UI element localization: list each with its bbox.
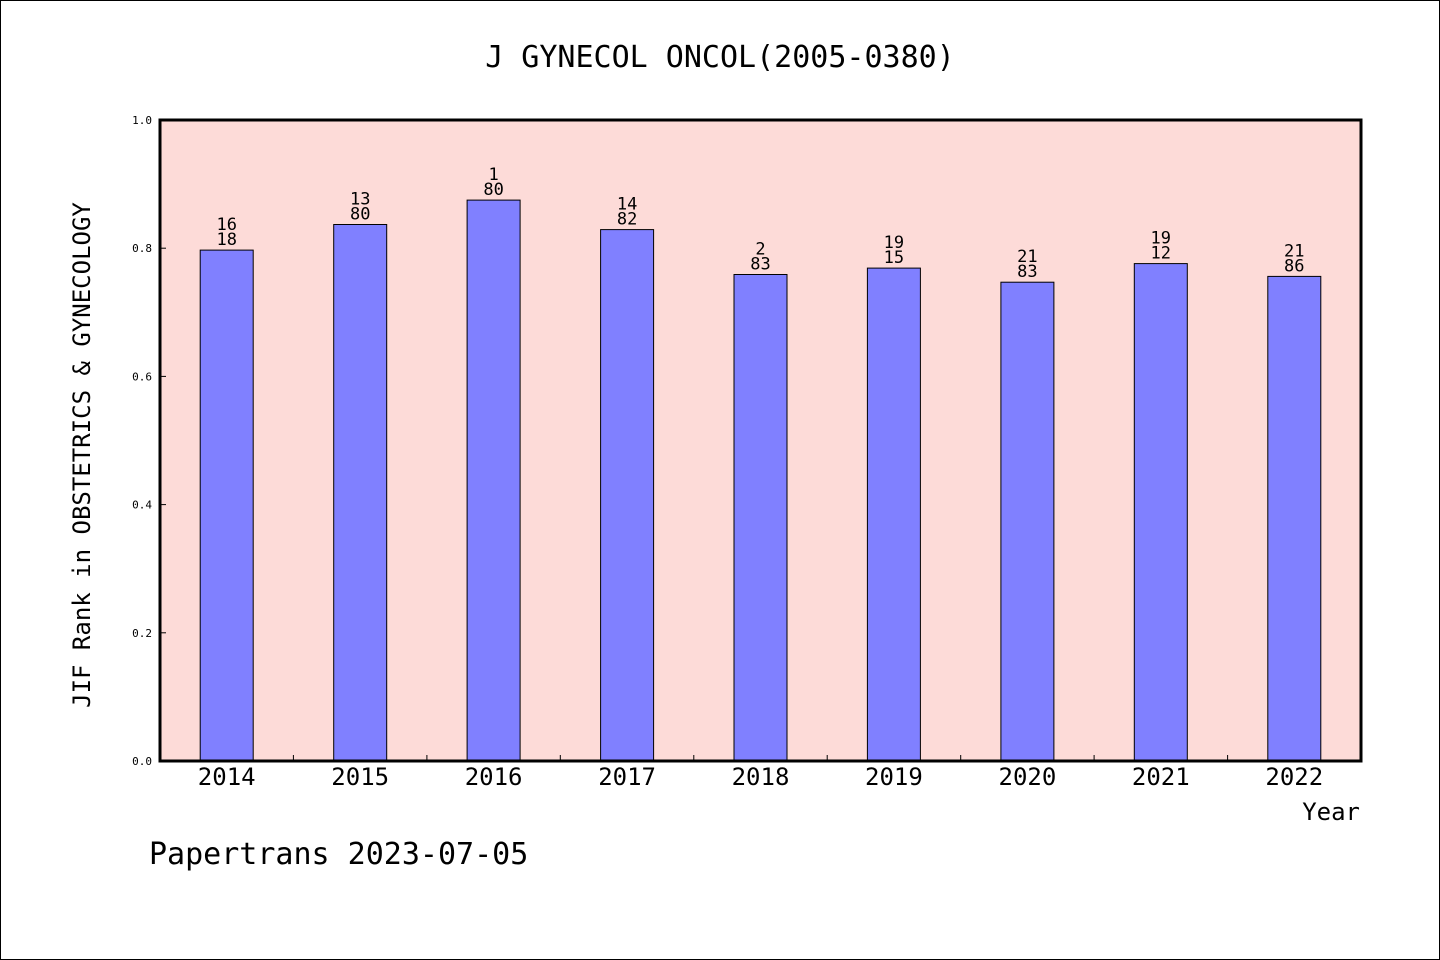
bar-label-bottom-2014: 18: [216, 230, 236, 250]
bar-label-bottom-2020: 83: [1017, 262, 1037, 282]
bar-2020: [1000, 281, 1055, 762]
bar-2018: [733, 274, 788, 762]
y-tick-label-0.2: 0.2: [132, 627, 152, 640]
bar-label-top-2018: 2: [755, 240, 765, 260]
bar-label-top-2019: 19: [884, 233, 904, 253]
x-tick-label-2022: 2022: [1265, 763, 1323, 791]
x-tick-label-2017: 2017: [598, 763, 656, 791]
x-tick-label-2018: 2018: [732, 763, 790, 791]
bar-label-bottom-2019: 15: [884, 248, 904, 268]
bar-group: [199, 199, 1322, 762]
y-tick-label-1.0: 1.0: [132, 114, 152, 127]
bar-label-bottom-2022: 86: [1284, 256, 1304, 276]
bar-label-bottom-2015: 80: [350, 205, 370, 225]
bar-label-top-2017: 14: [617, 195, 637, 215]
y-axis: 0.0 0.2 0.4 0.6 0.8 1.0: [132, 114, 166, 768]
y-tick-label-0.6: 0.6: [132, 370, 152, 383]
y-tick-label-0.4: 0.4: [132, 499, 152, 512]
y-axis-label: JIF Rank in OBSTETRICS & GYNECOLOGY: [68, 202, 96, 708]
bar-2017: [600, 229, 655, 762]
bar-2019: [866, 267, 921, 762]
x-axis-label: Year: [1302, 798, 1360, 826]
bar-2021: [1133, 263, 1188, 762]
bar-2022: [1267, 275, 1322, 762]
bar-2015: [333, 224, 388, 762]
x-tick-label-2020: 2020: [999, 763, 1057, 791]
x-tick-label-2016: 2016: [465, 763, 523, 791]
x-tick-label-2019: 2019: [865, 763, 923, 791]
footer-credit: Papertrans 2023-07-05: [149, 837, 528, 872]
bar-2014: [199, 249, 254, 762]
bar-label-bottom-2016: 80: [483, 180, 503, 200]
bar-label-top-2016: 1: [488, 165, 498, 185]
bar-label-bottom-2017: 82: [617, 210, 637, 230]
plot-border: [158, 118, 1363, 763]
x-axis: 2014 2015 2016 2017 2018 2019 2020 2021 2022: [198, 755, 1323, 791]
x-tick-label-2014: 2014: [198, 763, 256, 791]
bar-label-top-2021: 19: [1151, 229, 1171, 249]
bar-label-top-2014: 16: [216, 215, 236, 235]
x-tick-label-2021: 2021: [1132, 763, 1190, 791]
chart-title: J GYNECOL ONCOL(2005-0380): [485, 40, 955, 75]
bar-label-top-2022: 21: [1284, 241, 1304, 261]
y-tick-label-0.8: 0.8: [132, 242, 152, 255]
bar-label-bottom-2018: 83: [750, 255, 770, 275]
y-tick-label-0.0: 0.0: [132, 755, 152, 768]
bar-label-top-2020: 21: [1017, 247, 1037, 267]
bar-label-top-2015: 13: [350, 190, 370, 210]
bar-2016: [466, 199, 521, 762]
x-tick-label-2015: 2015: [331, 763, 389, 791]
bar-label-bottom-2021: 12: [1151, 244, 1171, 264]
